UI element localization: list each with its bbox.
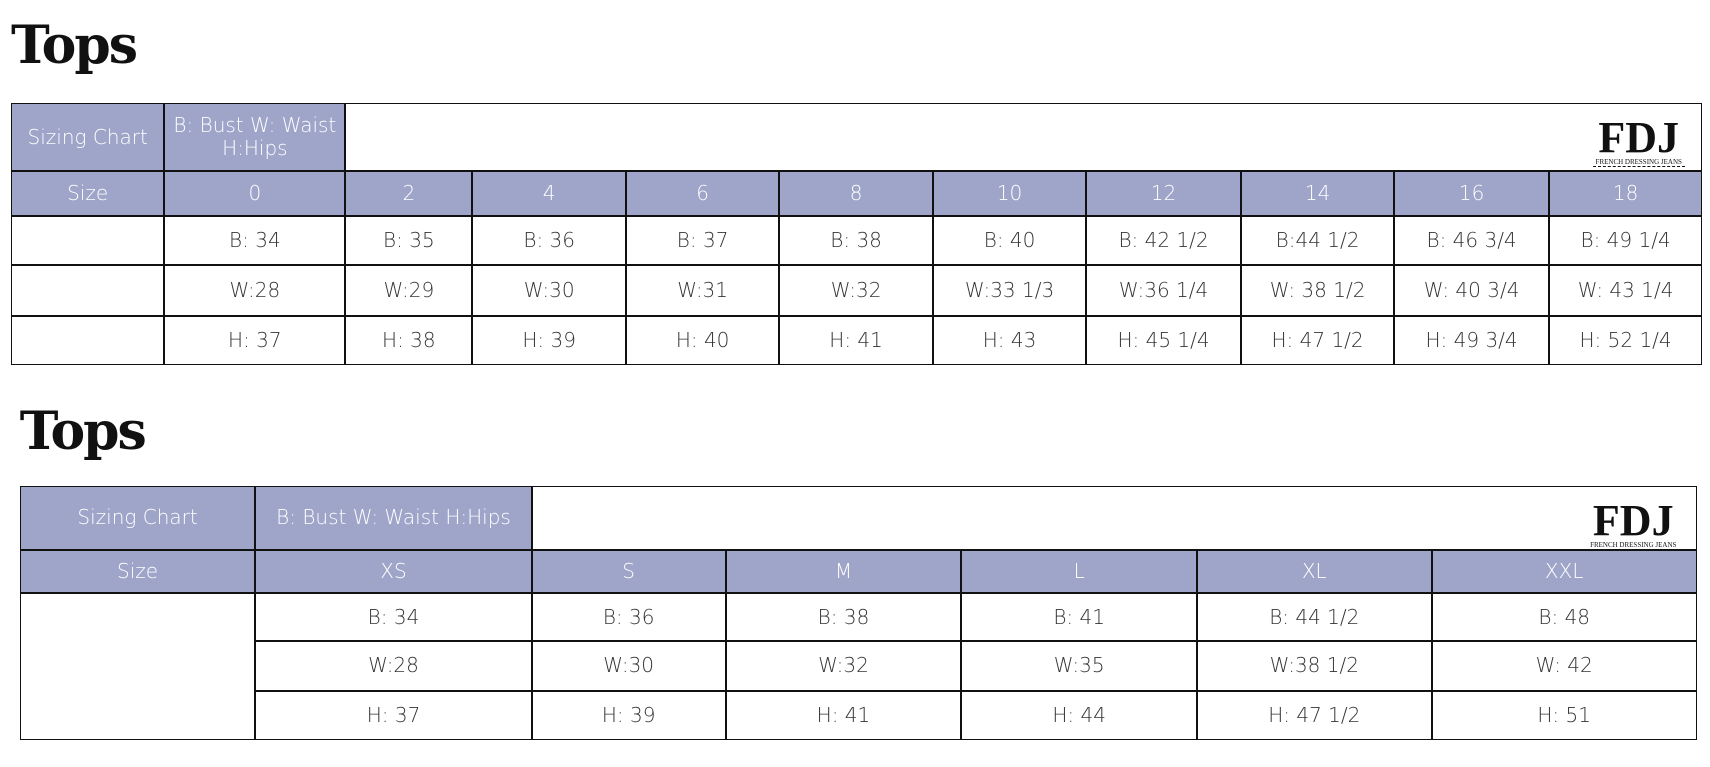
size-header: 12	[1086, 171, 1241, 216]
logo-mark: FDJ	[1598, 113, 1680, 163]
measure-cell: W: 42	[1431, 641, 1697, 691]
logo-cell	[345, 103, 1703, 171]
measure-cell: H: 45 1/4	[1086, 315, 1241, 365]
size-header: 4	[472, 171, 626, 216]
size-header: S	[531, 550, 726, 594]
measure-cell: H: 37	[164, 315, 346, 365]
empty-cell	[10, 215, 165, 266]
measure-cell: B: 36	[472, 215, 626, 266]
size-header: XS	[255, 550, 532, 594]
measure-cell: W: 40 3/4	[1394, 265, 1549, 316]
measure-cell: W:33 1/3	[932, 265, 1087, 316]
measure-cell: B: 49 1/4	[1548, 215, 1703, 266]
logo-name: FRENCH DRESSING JEANS	[1587, 541, 1680, 550]
measure-cell: W:36 1/4	[1086, 265, 1241, 316]
measure-cell: B: 44 1/2	[1197, 593, 1432, 642]
size-header: 16	[1394, 171, 1549, 216]
empty-cell	[10, 265, 165, 316]
measure-cell: H: 47 1/2	[1240, 315, 1395, 365]
measure-cell: H: 40	[625, 315, 780, 365]
measure-cell: H: 51	[1431, 690, 1697, 740]
logo-mark: FDJ	[1592, 495, 1674, 545]
measure-cell: W:31	[625, 265, 780, 316]
measure-cell: W:32	[779, 265, 933, 316]
measure-cell: H: 47 1/2	[1197, 690, 1432, 740]
size-header: 8	[779, 171, 933, 216]
measure-cell: B: 38	[779, 215, 933, 266]
size-header: 10	[932, 171, 1087, 216]
measure-cell: B:44 1/2	[1240, 215, 1395, 266]
measure-cell: W:29	[345, 265, 473, 316]
measure-cell: B: 38	[725, 593, 962, 642]
size-header: XL	[1197, 550, 1432, 594]
size-header: 14	[1240, 171, 1395, 216]
measure-cell: H: 44	[961, 690, 1197, 740]
measure-cell: B: 36	[531, 593, 726, 642]
measure-cell: B: 37	[625, 215, 780, 266]
logo-name: FRENCH DRESSING JEANS	[1592, 158, 1685, 168]
measure-cell: W:30	[531, 641, 726, 691]
measure-cell: H: 38	[345, 315, 473, 365]
measure-cell: H: 39	[531, 690, 726, 740]
logo: FDJ FRENCH DRESSING JEANS	[1592, 113, 1685, 168]
measure-cell: W: 38 1/2	[1240, 265, 1395, 316]
measure-cell: H: 37	[255, 690, 532, 740]
header-cell: B: Bust W: Waist H:Hips	[164, 103, 346, 171]
measure-cell: W: 43 1/4	[1548, 265, 1703, 316]
measure-cell: B: 40	[932, 215, 1087, 266]
measure-cell: H: 52 1/4	[1548, 315, 1703, 365]
size-header: 0	[164, 171, 346, 216]
size-header: L	[961, 550, 1197, 594]
size-header: M	[725, 550, 962, 594]
size-label: Size	[19, 550, 256, 594]
measure-cell: H: 41	[725, 690, 962, 740]
header-cell: Sizing Chart	[19, 485, 256, 551]
measure-cell: W:38 1/2	[1197, 641, 1432, 691]
measure-cell: B: 35	[345, 215, 473, 266]
measure-cell: B: 34	[255, 593, 532, 642]
measure-cell: W:28	[255, 641, 532, 691]
size-label: Size	[10, 171, 165, 216]
size-header: 6	[625, 171, 780, 216]
measure-cell: B: 42 1/2	[1086, 215, 1241, 266]
empty-cell	[10, 315, 165, 365]
header-cell: B: Bust W: Waist H:Hips	[255, 485, 532, 551]
size-header: 18	[1548, 171, 1703, 216]
header-cell: Sizing Chart	[10, 103, 165, 171]
section-title: Tops	[19, 401, 147, 463]
logo: FDJ FRENCH DRESSING JEANS	[1587, 495, 1680, 550]
measure-cell: H: 43	[932, 315, 1087, 365]
section-title: Tops	[10, 15, 138, 77]
measure-cell: H: 41	[779, 315, 933, 365]
measure-cell: W:35	[961, 641, 1197, 691]
measure-cell: W:30	[472, 265, 626, 316]
empty-cell	[19, 593, 256, 740]
measure-cell: B: 46 3/4	[1394, 215, 1549, 266]
measure-cell: B: 34	[164, 215, 346, 266]
measure-cell: W:32	[725, 641, 962, 691]
logo-cell	[531, 485, 1697, 551]
measure-cell: B: 48	[1431, 593, 1697, 642]
measure-cell: B: 41	[961, 593, 1197, 642]
size-header: XXL	[1431, 550, 1697, 594]
size-header: 2	[345, 171, 473, 216]
measure-cell: H: 49 3/4	[1394, 315, 1549, 365]
measure-cell: W:28	[164, 265, 346, 316]
measure-cell: H: 39	[472, 315, 626, 365]
